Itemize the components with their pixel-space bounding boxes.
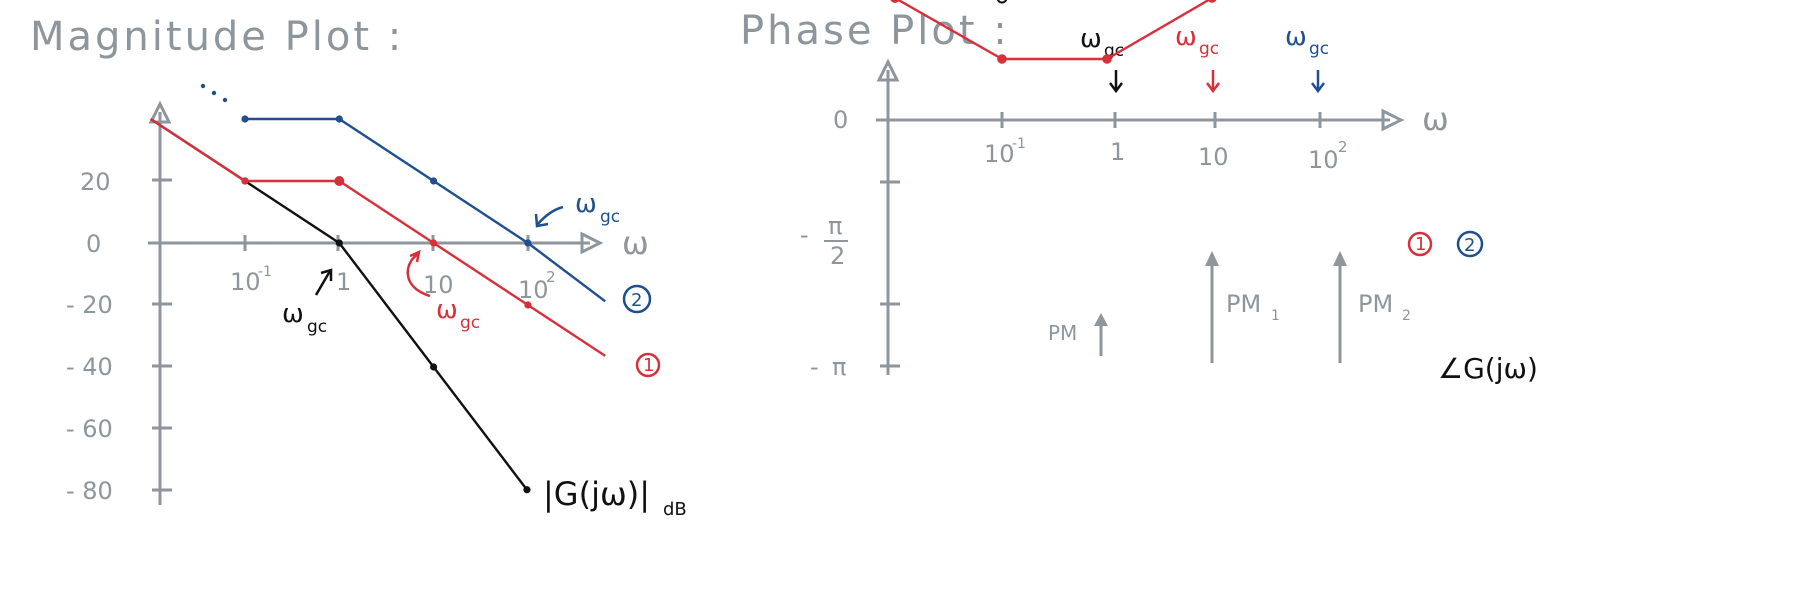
phase-curve-1-marker: 1 (1407, 231, 1433, 257)
pm1-label-sub: 1 (1271, 308, 1280, 324)
magnitude-plot-title: Magnitude Plot : (30, 14, 404, 60)
wgc-label-red-sub: gc (460, 313, 480, 333)
mag-curve-black-label: |G(jω)| dB (543, 475, 687, 520)
magnitude-curve-label: |G(jω)| (543, 475, 650, 513)
phase-curves (890, 0, 1217, 64)
pi-numerator: π (828, 212, 842, 240)
wgc-label-black: ω (282, 299, 304, 329)
mag-series-blue-point (430, 177, 438, 185)
pm2-label: PM (1358, 290, 1393, 318)
phase-series-red-point (890, 0, 900, 3)
pm2-arrow: PM 2 (1333, 251, 1411, 363)
magnitude-curve-label-sub: dB (663, 499, 687, 520)
mag-series-red-point (241, 177, 249, 185)
wgc-label-black: ω (1080, 24, 1102, 54)
mag-wgc-blue-annotation: ω gc (534, 189, 620, 228)
phase-plot-title: Phase Plot : (740, 8, 1010, 54)
mag-series-blue-point (241, 115, 249, 123)
mag-x-tick-label: 10 (518, 276, 549, 304)
wgc-label-red: ω (1175, 22, 1197, 52)
mag-series-red-line (150, 117, 606, 357)
phase-wgc-red-annotation: ω gc (1175, 22, 1220, 94)
mag-wgc-black-annotation: ω gc (282, 268, 333, 337)
mag-y-tick-label: 0 (86, 230, 101, 258)
phase-x-tick-exponent: -1 (1012, 136, 1026, 152)
phase-x-tick-label: 10 (1308, 146, 1339, 174)
phase-series-red-point (997, 54, 1007, 64)
phase-x-axis-arrow (1381, 108, 1405, 132)
wgc-label-red-sub: gc (1199, 39, 1219, 59)
wgc-label-blue: ω (1285, 22, 1307, 52)
phase-curve-2-marker: 2 (1456, 230, 1484, 258)
pi-symbol: π (832, 353, 846, 381)
magnitude-plot: Magnitude Plot : ω 20 0 - 20 - 40 - 60 -… (30, 14, 687, 520)
phase-y-tick-minus-pi-over-2: - π 2 (800, 212, 848, 270)
wgc-label-red: ω (436, 295, 458, 325)
two-denominator: 2 (830, 242, 845, 270)
minus-sign: - (810, 353, 819, 381)
mag-y-axis-arrow (148, 100, 172, 124)
mag-blue-dotted-continuation (200, 83, 228, 103)
mag-y-tick-label: - 40 (66, 353, 113, 381)
circle-1-label: 1 (643, 355, 654, 376)
mag-y-tick-label: - 20 (66, 291, 113, 319)
wgc-label-blue: ω (575, 189, 597, 219)
phase-series-red-point (1102, 54, 1112, 64)
mag-curves (150, 115, 606, 494)
phase-x-ticks (1000, 112, 1322, 128)
mag-series-red-point (524, 301, 532, 309)
mag-x-tick-exponent: 2 (546, 268, 556, 286)
phase-wgc-black-annotation: ω gc (1080, 24, 1124, 94)
circle-2-label: 2 (1464, 235, 1475, 256)
phase-plot: Phase Plot : ω 0 - π 2 - π (740, 0, 1538, 385)
phase-series-red-point (1207, 0, 1217, 3)
phase-x-axis-label: ω (1422, 100, 1449, 138)
phase-x-tick-label: 10 (1198, 143, 1229, 171)
mag-series-blue-point (335, 115, 343, 123)
mag-series-black-point (430, 363, 438, 371)
mag-series-black-point (335, 239, 343, 247)
phase-x-tick-label: 10 (984, 140, 1015, 168)
mag-curve-1-marker: 1 (635, 352, 661, 378)
mag-x-tick-label: 1 (336, 268, 351, 296)
mag-y-tick-label: 20 (80, 168, 111, 196)
mag-curve-2-marker: 2 (622, 284, 652, 314)
mag-x-tick-label: 10 (230, 268, 261, 296)
pm1-arrow: PM 1 (1205, 251, 1280, 363)
pm2-label-sub: 2 (1402, 308, 1411, 324)
wgc-label-black-sub: gc (307, 317, 327, 337)
mag-wgc-red-annotation: ω gc (406, 249, 480, 333)
phase-wgc-blue-annotation: ω gc (1285, 22, 1329, 94)
mag-series-red-point (430, 239, 438, 247)
phase-y-ticks (880, 180, 900, 368)
pm-label: PM (1048, 321, 1077, 345)
wgc-label-blue-sub: gc (1309, 39, 1329, 59)
phase-x-tick-exponent: 2 (1338, 138, 1348, 156)
mag-y-ticks (152, 178, 172, 492)
mag-y-tick-label: - 60 (66, 415, 113, 443)
minus-sign: - (800, 221, 809, 249)
pm1-label: PM (1226, 290, 1261, 318)
phase-y-tick-zero: 0 (833, 106, 848, 134)
phase-x-tick-label: 1 (1110, 138, 1125, 166)
phase-y-axis-arrow (876, 58, 900, 82)
mag-series-blue-point (524, 239, 532, 247)
mag-x-axis-arrow (580, 231, 604, 255)
mag-series-red-point (334, 176, 345, 186)
circle-2-label: 2 (631, 290, 642, 311)
pm-arrow: PM (1048, 313, 1108, 356)
circle-1-label: 1 (1415, 234, 1426, 255)
phase-y-tick-minus-pi: - π (810, 353, 846, 381)
mag-x-tick-exponent: -1 (258, 264, 272, 280)
mag-series-black-point (523, 486, 531, 494)
phase-curve-label: ∠G(jω) (1438, 352, 1538, 385)
mag-x-axis-label: ω (622, 224, 649, 262)
mag-y-tick-label: - 80 (66, 477, 113, 505)
phase-series-black-point (996, 0, 1008, 4)
wgc-label-blue-sub: gc (600, 207, 620, 227)
mag-series-black-line (150, 117, 528, 491)
